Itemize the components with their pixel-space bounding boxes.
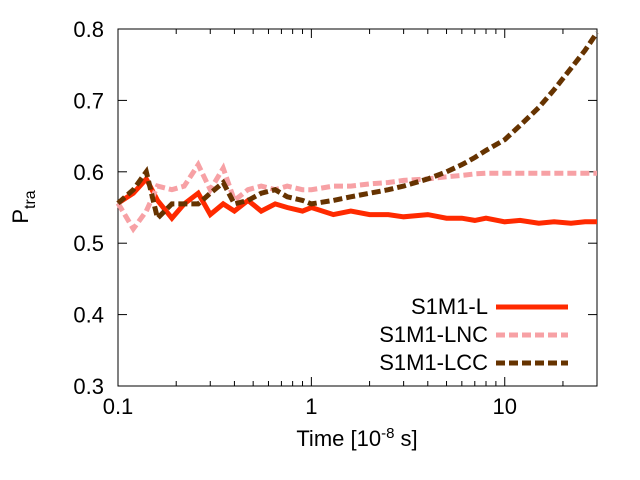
y-axis-label-subscript: tra — [22, 190, 39, 209]
y-tick-label: 0.5 — [73, 231, 104, 256]
x-tick-label: 10 — [492, 394, 516, 419]
x-tick-label: 1 — [305, 394, 317, 419]
series-line-s1m1-lcc — [116, 31, 600, 224]
series-line-s1m1-l — [116, 174, 597, 226]
x-tick-label: 0.1 — [103, 394, 134, 419]
legend-label: S1M1-LCC — [379, 350, 488, 375]
y-tick-label: 0.8 — [73, 17, 104, 42]
y-axis-label: Ptra — [8, 190, 39, 223]
x-axis-label: Time [10-8 s] — [296, 425, 417, 451]
y-tick-label: 0.4 — [73, 303, 104, 328]
axis-ticks: 0.3 0.4 0.5 0.6 0.7 0.8 0.1 1 10 — [73, 17, 597, 419]
x-axis-label-suffix: s] — [394, 426, 417, 451]
y-tick-label: 0.3 — [73, 374, 104, 399]
legend: S1M1-L S1M1-LNC S1M1-LCC — [379, 294, 568, 375]
legend-label: S1M1-L — [411, 294, 488, 319]
legend-label: S1M1-LNC — [379, 322, 488, 347]
plot-frame — [117, 28, 598, 387]
x-axis-label-exponent: -8 — [381, 425, 394, 442]
y-tick-label: 0.7 — [73, 88, 104, 113]
series-layer — [115, 31, 600, 234]
y-tick-label: 0.6 — [73, 160, 104, 185]
